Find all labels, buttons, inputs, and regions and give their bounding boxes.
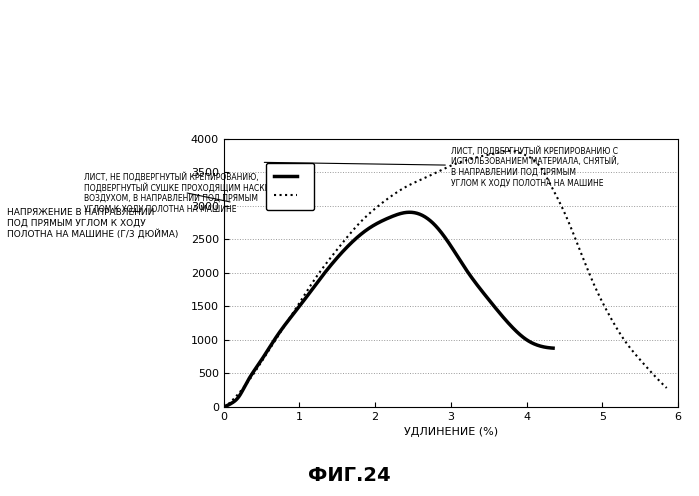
X-axis label: УДЛИНЕНИЕ (%): УДЛИНЕНИЕ (%) [404, 427, 498, 437]
Text: ЛИСТ, ПОДВЕРГНУТЫЙ КРЕПИРОВАНИЮ С
ИСПОЛЬЗОВАНИЕМ МАТЕРИАЛА, СНЯТЫЙ,
В НАПРАВЛЕНИ: ЛИСТ, ПОДВЕРГНУТЫЙ КРЕПИРОВАНИЮ С ИСПОЛЬ… [264, 146, 619, 187]
Text: НАПРЯЖЕНИЕ В НАПРАВЛЕНИИ
ПОД ПРЯМЫМ УГЛОМ К ХОДУ
ПОЛОТНА НА МАШИНЕ (Г/3 ДЮЙМА): НАПРЯЖЕНИЕ В НАПРАВЛЕНИИ ПОД ПРЯМЫМ УГЛО… [7, 208, 178, 239]
Text: ЛИСТ, НЕ ПОДВЕРГНУТЫЙ КРЕПИРОВАНИЮ,
ПОДВЕРГНУТЫЙ СУШКЕ ПРОХОДЯЩИМ НАСКВОЗЬ
ВОЗДУ: ЛИСТ, НЕ ПОДВЕРГНУТЫЙ КРЕПИРОВАНИЮ, ПОДВ… [84, 172, 285, 213]
Text: ФИГ.24: ФИГ.24 [308, 466, 391, 485]
Legend: , : , [266, 163, 315, 210]
